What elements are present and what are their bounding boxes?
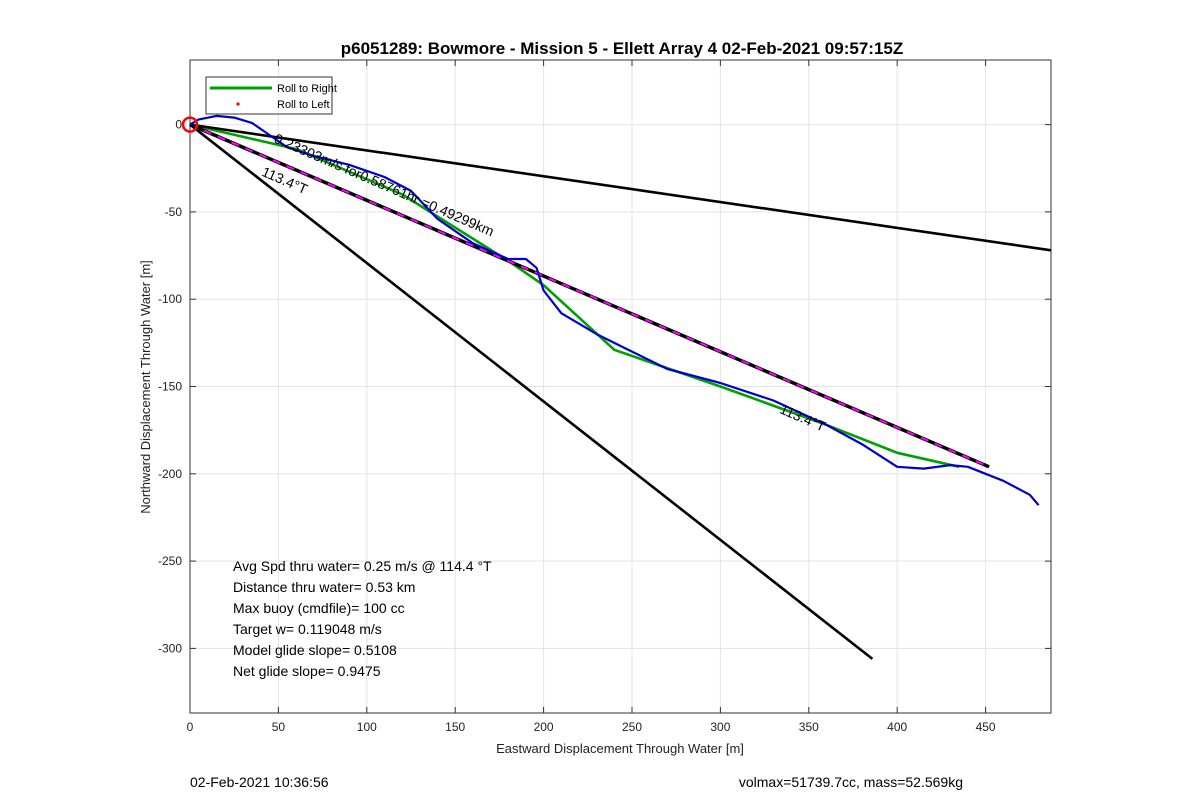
legend-swatch-roll-left [236, 102, 240, 106]
y-tick-label: -50 [165, 205, 183, 219]
plot-frame [189, 59, 1052, 714]
x-tick-label: 150 [445, 720, 465, 734]
chart-title: p6051289: Bowmore - Mission 5 - Ellett A… [341, 39, 904, 58]
series-roll-left-dashed-line [189, 123, 990, 468]
y-ticks: 0 -50 -100 -150 -200 -250 -300 [158, 118, 1051, 655]
stat-max-buoy: Max buoy (cmdfile)= 100 cc [233, 600, 405, 616]
x-tick-label: 400 [887, 720, 907, 734]
x-axis-label: Eastward Displacement Through Water [m] [496, 741, 744, 756]
y-axis-label: Northward Displacement Through Water [m] [138, 260, 153, 514]
x-tick-label: 250 [622, 720, 642, 734]
legend: Roll to Right Roll to Left [205, 76, 337, 115]
y-tick-label: -300 [158, 641, 182, 655]
y-tick-label: -150 [158, 380, 182, 394]
series-layer [189, 114, 1052, 660]
footer-timestamp: 02-Feb-2021 10:36:56 [190, 774, 329, 790]
stat-distance: Distance thru water= 0.53 km [233, 579, 415, 595]
stat-target-w: Target w= 0.119048 m/s [233, 621, 382, 637]
x-tick-label: 450 [976, 720, 996, 734]
legend-label-roll-right: Roll to Right [277, 83, 337, 95]
series-heading-line-upper [189, 123, 1052, 252]
footer-volmax-mass: volmax=51739.7cc, mass=52.569kg [739, 774, 963, 790]
x-tick-label: 100 [357, 720, 377, 734]
grid [189, 60, 1051, 713]
x-tick-label: 50 [272, 720, 286, 734]
x-tick-label: 0 [187, 720, 194, 734]
y-tick-label: -250 [158, 554, 182, 568]
y-tick-label: 0 [175, 118, 182, 132]
legend-label-roll-left: Roll to Left [277, 99, 330, 111]
y-tick-label: -100 [158, 292, 182, 306]
series-heading-line-lower [189, 123, 874, 660]
series-glider-track-line [189, 114, 1040, 506]
series-roll-right-line [189, 123, 960, 469]
stats-block: Avg Spd thru water= 0.25 m/s @ 114.4 °T … [233, 558, 492, 679]
x-tick-label: 300 [710, 720, 730, 734]
stat-avg-speed: Avg Spd thru water= 0.25 m/s @ 114.4 °T [233, 558, 492, 574]
x-ticks: 0 50 100 150 200 250 300 350 400 450 [187, 60, 996, 734]
legend-box [205, 76, 333, 115]
x-tick-label: 350 [799, 720, 819, 734]
start-marker [181, 116, 199, 133]
stat-net-glide: Net glide slope= 0.9475 [233, 663, 381, 679]
x-tick-label: 200 [534, 720, 554, 734]
y-tick-label: -200 [158, 467, 182, 481]
stat-model-glide: Model glide slope= 0.5108 [233, 642, 397, 658]
